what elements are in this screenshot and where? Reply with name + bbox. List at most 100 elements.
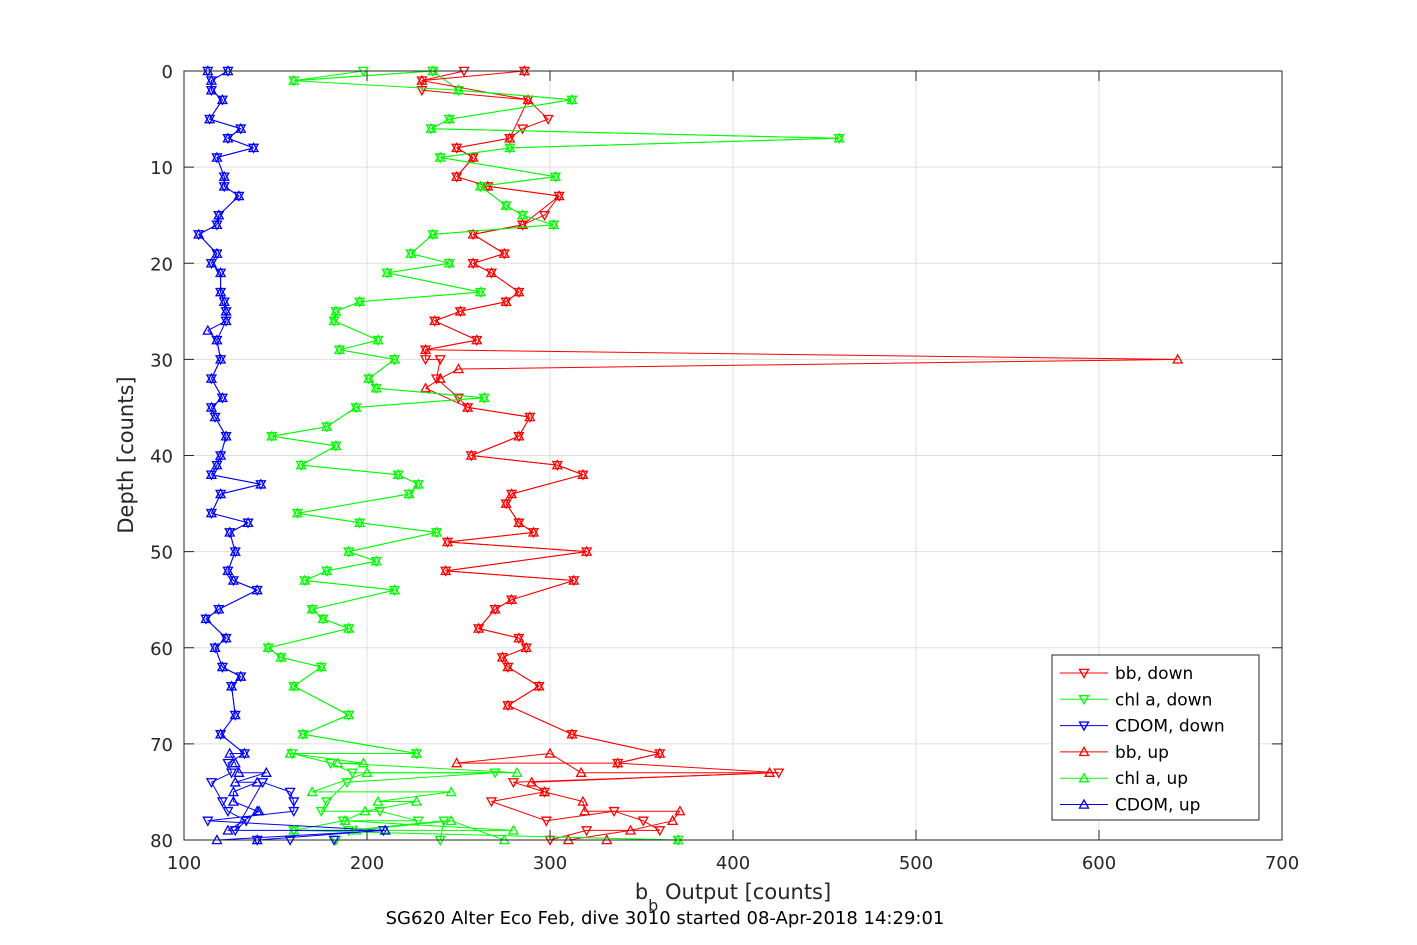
data-point xyxy=(471,334,483,345)
data-point xyxy=(209,641,221,652)
data-point xyxy=(266,430,278,441)
data-point xyxy=(275,651,287,662)
data-point xyxy=(363,372,375,383)
legend-marker xyxy=(1078,746,1090,757)
data-point xyxy=(193,228,205,239)
data-point xyxy=(218,180,230,191)
data-point xyxy=(225,680,238,691)
ticks: 100 200 300 400 500 600 700 0 10 20 30 40 50 60 70 80 xyxy=(150,62,1299,874)
data-point xyxy=(445,814,457,826)
data-point xyxy=(538,210,551,222)
data-point xyxy=(575,766,587,777)
data-point xyxy=(297,728,309,739)
data-point xyxy=(474,286,487,297)
data-point xyxy=(288,797,300,808)
data-point xyxy=(452,393,465,404)
data-point xyxy=(419,343,432,355)
x-tick-label: 400 xyxy=(716,853,750,874)
data-point xyxy=(229,545,241,556)
y-tick-label: 20 xyxy=(150,254,173,275)
legend-label: chl a, down xyxy=(1115,690,1212,710)
series-line xyxy=(198,70,386,841)
x-tick-label: 200 xyxy=(350,853,384,874)
data-point xyxy=(412,478,424,489)
data-point xyxy=(403,488,415,499)
data-point xyxy=(504,142,516,153)
data-point xyxy=(405,247,417,258)
data-point xyxy=(513,632,525,643)
series-line xyxy=(421,70,1179,841)
data-point xyxy=(410,795,423,806)
data-point xyxy=(462,401,474,412)
data-point xyxy=(372,795,384,806)
data-point xyxy=(357,757,369,768)
data-point xyxy=(580,826,593,837)
x-axis-label: bb Output [counts] xyxy=(635,880,831,915)
data-point xyxy=(540,816,552,827)
legend-label: chl a, up xyxy=(1115,769,1188,789)
data-point xyxy=(527,526,540,537)
data-point xyxy=(496,651,509,662)
data-point xyxy=(674,805,686,816)
data-point xyxy=(489,603,501,614)
data-point xyxy=(213,209,225,220)
data-point xyxy=(202,816,214,827)
data-point xyxy=(288,806,300,818)
data-point xyxy=(321,565,333,576)
data-point xyxy=(507,824,520,835)
data-point xyxy=(214,488,227,499)
data-point xyxy=(443,257,455,268)
data-point xyxy=(451,757,463,768)
data-point xyxy=(200,613,212,624)
series-4 xyxy=(262,65,845,845)
y-tick-label: 50 xyxy=(150,543,173,564)
data-point xyxy=(454,305,466,316)
data-point xyxy=(443,113,455,124)
data-point xyxy=(324,758,337,769)
data-point xyxy=(284,747,296,758)
data-point xyxy=(580,545,593,556)
data-point xyxy=(229,776,241,787)
data-point xyxy=(220,632,232,643)
data-point xyxy=(654,826,666,837)
data-point xyxy=(473,622,485,633)
data-point xyxy=(214,353,227,364)
y-axis-label: Depth [counts] xyxy=(114,376,138,533)
data-point xyxy=(317,613,329,624)
data-point xyxy=(211,247,223,258)
data-point xyxy=(218,295,230,306)
data-point xyxy=(205,778,218,789)
data-point xyxy=(211,459,223,470)
data-point xyxy=(654,747,666,758)
data-point xyxy=(833,132,845,143)
data-point xyxy=(205,372,218,383)
data-point xyxy=(354,516,366,528)
legend-marker xyxy=(1078,695,1090,706)
data-point xyxy=(467,228,479,239)
data-point xyxy=(425,122,437,133)
data-point xyxy=(533,680,545,691)
data-point xyxy=(568,574,580,585)
data-point xyxy=(538,786,551,797)
data-point xyxy=(478,391,490,403)
data-point xyxy=(637,816,649,827)
data-point xyxy=(214,267,227,278)
data-point xyxy=(339,814,351,826)
data-point xyxy=(452,84,465,95)
data-point xyxy=(343,622,355,633)
data-point xyxy=(549,170,562,181)
data-point xyxy=(445,786,457,797)
data-point xyxy=(211,334,223,345)
data-point xyxy=(520,641,532,652)
y-tick-label: 40 xyxy=(150,447,173,468)
data-point xyxy=(526,776,538,787)
data-point xyxy=(516,218,529,230)
data-point xyxy=(504,132,516,143)
data-point xyxy=(251,584,263,595)
data-point xyxy=(416,74,428,85)
data-point xyxy=(205,468,218,479)
data-point xyxy=(542,114,554,125)
data-point xyxy=(577,795,589,806)
data-point xyxy=(235,122,247,133)
x-tick-label: 600 xyxy=(1082,853,1116,874)
